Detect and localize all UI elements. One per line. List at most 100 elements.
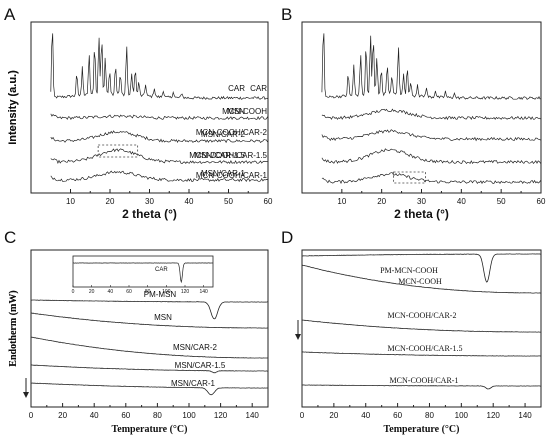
series-line — [50, 130, 268, 144]
x-tick-label: 100 — [455, 411, 469, 420]
inset-x-tick-label: 40 — [108, 289, 114, 295]
inset-series-label: CAR — [155, 267, 168, 273]
x-axis-label: Temperature (°C) — [384, 424, 460, 435]
x-tick-label: 40 — [185, 197, 194, 206]
series-label: MCN-COOH — [398, 277, 442, 286]
series-line — [302, 384, 542, 390]
inset-frame — [72, 255, 214, 288]
series-label: MCN-COOH/CAR-1 — [390, 376, 459, 385]
panel-b: 10 20 30 40 50 60 2 theta (°) Intensity (a.u.) B… — [7, 5, 546, 221]
series-label: MSN/CAR-1 — [171, 379, 216, 388]
x-tick-label: 80 — [153, 411, 162, 420]
x-tick-label: 20 — [377, 197, 386, 206]
y-axis-label: Endotherm (mW) — [8, 290, 19, 366]
x-tick-label: 0 — [29, 411, 34, 420]
x-tick-label: 20 — [329, 411, 338, 420]
series-label: MCN-COOH/CAR-1.5 — [189, 151, 267, 160]
x-tick-label: 10 — [66, 197, 75, 206]
x-tick-label: 60 — [264, 197, 273, 206]
series-line — [321, 148, 541, 165]
series-line — [301, 319, 541, 333]
inset-x-tick-label: 120 — [181, 289, 190, 295]
x-tick-label: 40 — [90, 411, 99, 420]
x-tick-label: 30 — [417, 197, 426, 206]
series-label: PM-MCN-COOH — [380, 266, 438, 275]
series-line — [50, 33, 268, 100]
panel-letter: C — [4, 228, 16, 247]
x-tick-label: 20 — [106, 197, 115, 206]
plot-area — [50, 33, 268, 183]
y-axis-label: Intensity (a.u.) — [7, 70, 19, 145]
series-line — [301, 351, 542, 357]
series-label: MSN/CAR-1 — [201, 169, 246, 178]
x-tick-label: 140 — [518, 411, 532, 420]
series-line — [301, 264, 542, 294]
inset-x-tick-label: 60 — [126, 289, 132, 295]
x-tick-label: 0 — [300, 411, 305, 420]
series-line — [301, 253, 542, 283]
x-tick-label: 120 — [214, 411, 228, 420]
x-tick-label: 40 — [457, 197, 466, 206]
x-tick-label: 10 — [337, 197, 346, 206]
inset-x-tick-label: 80 — [145, 289, 151, 295]
x-axis-label: 2 theta (°) — [122, 207, 177, 221]
x-tick-label: 120 — [487, 411, 501, 420]
series-label: MCN-COOH/CAR-1.5 — [388, 344, 463, 353]
x-tick-label: 30 — [145, 197, 154, 206]
x-tick-label: 60 — [121, 411, 130, 420]
series-label: MCN-COOH/CAR-2 — [196, 128, 268, 137]
series-label: MCN-COOH/CAR-1 — [196, 171, 268, 180]
series-label: CAR — [250, 84, 267, 93]
highlight-box — [393, 171, 426, 184]
series-label: CAR — [228, 84, 245, 93]
panel-letter: A — [4, 5, 16, 24]
inset-x-tick-label: 100 — [162, 289, 171, 295]
series-line — [321, 108, 541, 121]
series-label: MSN — [227, 107, 245, 116]
x-tick-label: 60 — [537, 197, 546, 206]
panel-d: 0 20 40 60 80 100 120 140 Temperature (°C) Endoth… — [8, 228, 542, 435]
highlight-box — [97, 144, 139, 158]
series-label: MSN/CAR-2 — [201, 130, 246, 139]
series-line — [30, 336, 269, 359]
x-tick-label: 50 — [224, 197, 233, 206]
inset-x-tick-label: 140 — [199, 289, 208, 295]
series-label: MSN/CAR-2 — [173, 343, 218, 352]
series-line — [31, 299, 268, 320]
x-axis-label: Temperature (°C) — [112, 424, 188, 435]
inset-series-line — [73, 262, 214, 284]
series-label: MSN/CAR-1.5 — [175, 361, 226, 370]
series-label: PM-MSN — [144, 290, 177, 299]
series-label: MSN — [154, 313, 172, 322]
series-line — [30, 364, 269, 374]
series-line — [321, 129, 541, 142]
plot-frame — [301, 21, 542, 194]
y-axis-label: Endotherm (mW) — [8, 290, 19, 366]
x-tick-label: 50 — [497, 197, 506, 206]
plot-area — [321, 33, 541, 185]
panel-a: 10 20 30 40 50 60 2 theta (°) Intensity (a.u.) A… — [4, 5, 273, 221]
arrow-head — [23, 392, 29, 398]
x-tick-label: 60 — [393, 411, 402, 420]
x-tick-label: 20 — [58, 411, 67, 420]
arrow-head — [295, 334, 301, 340]
panel-letter: B — [281, 5, 292, 24]
series-line — [321, 172, 541, 185]
series-line — [30, 312, 268, 329]
series-line — [50, 170, 268, 183]
series-line — [31, 382, 268, 396]
series-label: MCN-COOH — [222, 107, 267, 116]
inset-x-tick-label: 20 — [89, 289, 95, 295]
plot-frame — [30, 249, 269, 408]
series-line — [50, 113, 268, 121]
inset-x-tick-label: 0 — [72, 289, 75, 295]
plot-frame — [301, 249, 542, 408]
x-tick-label: 80 — [425, 411, 434, 420]
series-label: MCN-COOH/CAR-2 — [388, 311, 457, 320]
x-axis-label: 2 theta (°) — [394, 207, 449, 221]
series-line — [321, 33, 541, 100]
series-label: MSN/CAR-1.5 — [194, 151, 245, 160]
y-axis-label: Intensity (a.u.) — [7, 70, 19, 145]
x-tick-label: 40 — [361, 411, 370, 420]
